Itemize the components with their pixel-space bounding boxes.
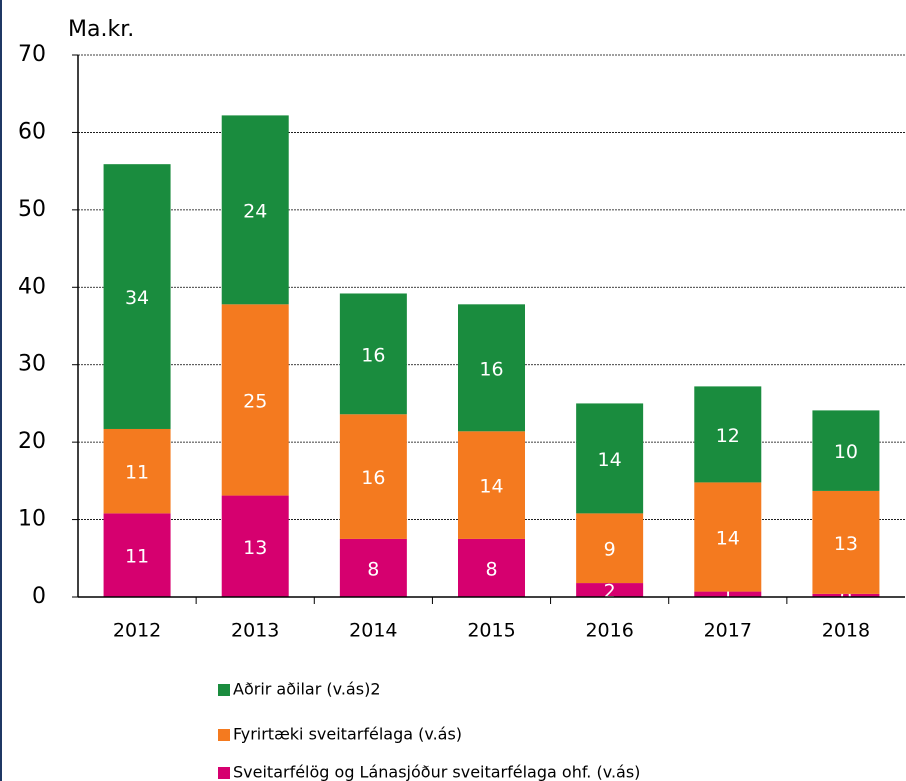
data-label: 8 [485,558,497,580]
x-tick-label: 2013 [231,620,279,642]
x-tick-label: 2017 [704,620,752,642]
data-label: 24 [243,200,267,222]
bar-segment [812,490,880,594]
bar-segment [576,583,644,597]
data-label: 10 [834,441,858,463]
data-label: 13 [834,533,858,555]
y-tick-label: 50 [18,197,46,222]
data-label: 16 [479,358,503,380]
y-tick-label: 70 [18,42,46,67]
bar-segment [694,482,762,592]
bar-segment [339,538,407,597]
y-tick-label: 10 [18,507,46,532]
data-label: 8 [367,558,379,580]
data-label: 13 [243,537,267,559]
legend-label: Fyrirtæki sveitarfélaga (v.ás) [233,725,462,744]
bar-segment [576,513,644,584]
y-tick-label: 30 [18,352,46,377]
data-label: 9 [604,539,616,561]
bar-segment [576,403,644,514]
bar-segment [812,410,880,491]
data-label: 16 [361,344,385,366]
legend-swatch [218,684,230,696]
data-label: 14 [598,449,622,471]
x-tick-label: 2012 [113,620,161,642]
bar-segment [812,593,880,597]
y-tick-label: 20 [18,429,46,454]
bar-segment [103,513,171,597]
x-tick-label: 2014 [349,620,397,642]
data-label: 2 [604,581,616,603]
bar-segment [458,304,525,432]
bar-segment [458,431,525,539]
data-label: 12 [716,425,740,447]
data-label: 14 [716,527,740,549]
y-tick-label: 40 [18,274,46,299]
data-label: 34 [125,287,149,309]
data-label: 11 [125,462,149,484]
bar-segment [458,538,525,597]
bar-segment [221,304,289,496]
data-label: 25 [243,390,267,412]
x-tick-label: 2016 [585,620,633,642]
bar-segment [221,115,289,305]
bar-segment [694,591,762,597]
legend-swatch [218,729,230,741]
y-tick-label: 0 [32,584,46,609]
y-axis-label: Ma.kr. [68,17,134,42]
data-label: 14 [479,476,503,498]
x-tick-label: 2015 [467,620,515,642]
bar-segment [103,428,171,514]
y-tick-label: 60 [18,119,46,144]
bar-segment [694,386,762,483]
bar-segment [103,164,171,429]
data-label: 16 [361,467,385,489]
bar-segment [221,495,289,597]
legend-label: Aðrir aðilar (v.ás)2 [233,680,381,699]
data-label: 11 [125,546,149,568]
legend-label: Sveitarfélög og Lánasjóður sveitarfélaga… [233,763,640,781]
bar-segment [339,293,407,415]
bar-segment [339,414,407,539]
x-tick-label: 2018 [822,620,870,642]
legend-swatch [218,767,230,779]
